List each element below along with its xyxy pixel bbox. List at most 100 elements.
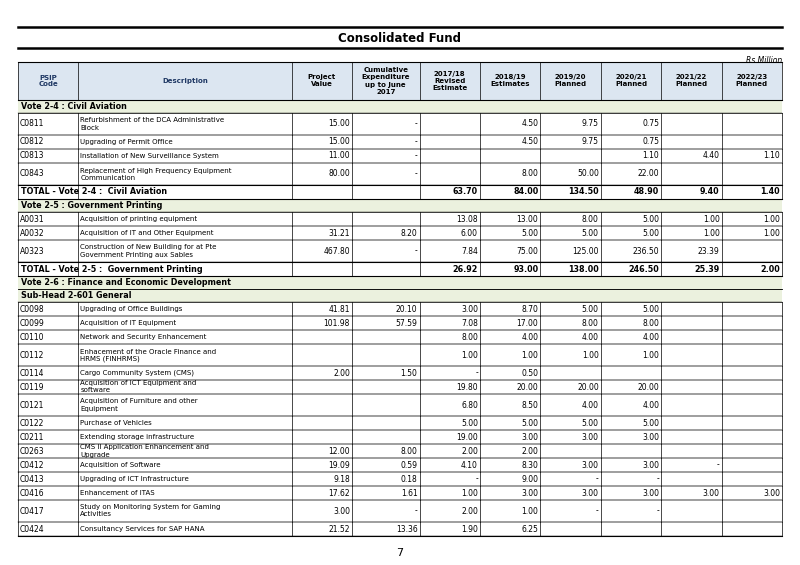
Text: 4.10: 4.10 — [461, 460, 478, 470]
Text: 0.75: 0.75 — [642, 120, 659, 128]
Text: Communication: Communication — [81, 175, 135, 180]
Text: -: - — [657, 506, 659, 515]
Text: -: - — [657, 475, 659, 484]
Text: 3.00: 3.00 — [702, 489, 719, 498]
Text: C0417: C0417 — [20, 506, 45, 515]
Text: Extending storage infrastructure: Extending storage infrastructure — [81, 434, 194, 440]
Text: Vote 2-4 : Civil Aviation: Vote 2-4 : Civil Aviation — [21, 102, 127, 111]
Text: C0412: C0412 — [20, 460, 45, 470]
Text: C0843: C0843 — [20, 170, 45, 179]
Text: C0811: C0811 — [20, 120, 44, 128]
Text: C0812: C0812 — [20, 137, 44, 146]
Text: Replacement of High Frequency Equipment: Replacement of High Frequency Equipment — [81, 167, 232, 173]
Text: C0114: C0114 — [20, 368, 45, 377]
Text: 2020/21
Planned: 2020/21 Planned — [615, 75, 647, 88]
Text: C0211: C0211 — [20, 432, 44, 441]
Text: 3.00: 3.00 — [642, 432, 659, 441]
Text: 1.61: 1.61 — [401, 489, 418, 498]
Text: 41.81: 41.81 — [329, 305, 350, 314]
Text: 7.84: 7.84 — [461, 246, 478, 255]
Text: 2021/22
Planned: 2021/22 Planned — [675, 75, 707, 88]
Text: software: software — [81, 388, 110, 393]
Text: Equipment: Equipment — [81, 406, 118, 411]
Text: Enhancement of ITAS: Enhancement of ITAS — [81, 490, 155, 496]
Text: Cargo Community System (CMS): Cargo Community System (CMS) — [81, 370, 194, 376]
Text: 8.00: 8.00 — [582, 319, 598, 328]
Text: C0121: C0121 — [20, 401, 44, 410]
Text: Acquisition of IT Equipment: Acquisition of IT Equipment — [81, 320, 177, 326]
Text: 17.62: 17.62 — [329, 489, 350, 498]
Text: 5.00: 5.00 — [461, 419, 478, 428]
Text: Acquisition of Software: Acquisition of Software — [81, 462, 161, 468]
Text: 9.75: 9.75 — [582, 137, 598, 146]
Text: 4.00: 4.00 — [522, 332, 538, 341]
Text: Acquisition of printing equipment: Acquisition of printing equipment — [81, 216, 198, 222]
Text: A0031: A0031 — [20, 215, 45, 224]
Text: 12.00: 12.00 — [329, 446, 350, 455]
Text: 4.40: 4.40 — [702, 151, 719, 160]
Text: 2.00: 2.00 — [333, 368, 350, 377]
Text: 15.00: 15.00 — [328, 137, 350, 146]
Text: Activities: Activities — [81, 511, 113, 518]
Text: C0098: C0098 — [20, 305, 45, 314]
Text: Vote 2-6 : Finance and Economic Development: Vote 2-6 : Finance and Economic Developm… — [21, 278, 231, 287]
Text: 246.50: 246.50 — [629, 264, 659, 273]
Text: 5.00: 5.00 — [522, 228, 538, 237]
Text: Upgrade: Upgrade — [81, 451, 110, 458]
Text: Acquisition of IT and Other Equipment: Acquisition of IT and Other Equipment — [81, 230, 214, 236]
Text: 6.25: 6.25 — [522, 524, 538, 533]
Text: 31.21: 31.21 — [329, 228, 350, 237]
Text: Network and Security Enhancement: Network and Security Enhancement — [81, 334, 206, 340]
Text: 6.00: 6.00 — [461, 228, 478, 237]
Text: -: - — [475, 368, 478, 377]
Text: 5.00: 5.00 — [582, 305, 598, 314]
Text: 19.09: 19.09 — [328, 460, 350, 470]
Text: Acquisition of ICT Equipment and: Acquisition of ICT Equipment and — [81, 380, 197, 386]
Text: Upgrading of ICT Infrastructure: Upgrading of ICT Infrastructure — [81, 476, 189, 482]
Text: 80.00: 80.00 — [328, 170, 350, 179]
Text: 7: 7 — [397, 548, 403, 558]
Text: 1.00: 1.00 — [702, 215, 719, 224]
Text: Project
Value: Project Value — [308, 75, 336, 88]
Text: C0416: C0416 — [20, 489, 45, 498]
Text: 467.80: 467.80 — [323, 246, 350, 255]
Text: Block: Block — [81, 124, 99, 131]
Text: 1.00: 1.00 — [763, 215, 780, 224]
Text: 84.00: 84.00 — [513, 188, 538, 197]
Text: Government Printing aux Sables: Government Printing aux Sables — [81, 251, 194, 258]
Text: 75.00: 75.00 — [517, 246, 538, 255]
Text: 3.00: 3.00 — [522, 432, 538, 441]
Text: 1.00: 1.00 — [642, 350, 659, 359]
Text: 5.00: 5.00 — [642, 228, 659, 237]
Text: 20.00: 20.00 — [517, 383, 538, 392]
Text: TOTAL - Vote 2-4 :  Civil Aviation: TOTAL - Vote 2-4 : Civil Aviation — [21, 188, 167, 197]
Bar — [18, 289, 782, 302]
Text: 0.59: 0.59 — [401, 460, 418, 470]
Text: 0.75: 0.75 — [642, 137, 659, 146]
Text: 1.00: 1.00 — [461, 489, 478, 498]
Text: 8.00: 8.00 — [401, 446, 418, 455]
Text: 0.18: 0.18 — [401, 475, 418, 484]
Text: 5.00: 5.00 — [582, 419, 598, 428]
Text: 4.00: 4.00 — [582, 332, 598, 341]
Text: 101.98: 101.98 — [324, 319, 350, 328]
Text: 9.75: 9.75 — [582, 120, 598, 128]
Bar — [18, 100, 782, 113]
Text: 20.10: 20.10 — [396, 305, 418, 314]
Text: 57.59: 57.59 — [396, 319, 418, 328]
Text: 11.00: 11.00 — [329, 151, 350, 160]
Text: Acquisition of Furniture and other: Acquisition of Furniture and other — [81, 398, 198, 405]
Text: C0119: C0119 — [20, 383, 45, 392]
Text: 93.00: 93.00 — [514, 264, 538, 273]
Text: 2.00: 2.00 — [461, 446, 478, 455]
Text: 17.00: 17.00 — [517, 319, 538, 328]
Text: 3.00: 3.00 — [642, 460, 659, 470]
Text: 138.00: 138.00 — [568, 264, 598, 273]
Text: Study on Monitoring System for Gaming: Study on Monitoring System for Gaming — [81, 505, 221, 511]
Text: 8.20: 8.20 — [401, 228, 418, 237]
Text: 3.00: 3.00 — [582, 489, 598, 498]
Text: A0323: A0323 — [20, 246, 45, 255]
Text: 1.90: 1.90 — [461, 524, 478, 533]
Text: Upgrading of Office Buildings: Upgrading of Office Buildings — [81, 306, 182, 312]
Text: -: - — [717, 460, 719, 470]
